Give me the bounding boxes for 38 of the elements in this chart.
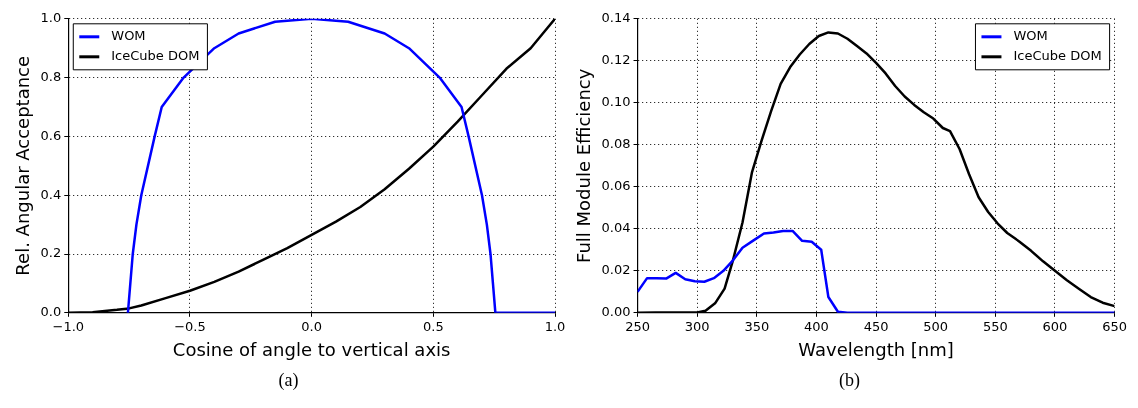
x-tick-label: 300 xyxy=(684,318,710,334)
x-tick-label: 450 xyxy=(863,318,889,334)
legend-label: IceCube DOM xyxy=(111,48,200,64)
x-tick-label: 350 xyxy=(744,318,770,334)
y-tick-label: 0.02 xyxy=(601,262,631,278)
x-tick-label: 400 xyxy=(804,318,829,334)
x-tick-label: 500 xyxy=(923,318,949,334)
x-tick-label: 1.0 xyxy=(544,318,566,334)
y-tick-label: 0.00 xyxy=(601,304,631,320)
y-axis-title: Rel. Angular Acceptance xyxy=(12,55,34,276)
legend-label: WOM xyxy=(111,28,146,44)
x-tick-label: 600 xyxy=(1042,318,1068,334)
y-tick-label: 1.0 xyxy=(40,10,62,26)
y-tick-label: 0.14 xyxy=(601,10,631,26)
x-tick-label: −1.0 xyxy=(52,318,85,334)
y-tick-label: 0.04 xyxy=(601,220,631,236)
y-tick-label: 0.4 xyxy=(40,186,62,202)
x-tick-label: 0.5 xyxy=(422,318,444,334)
y-tick-label: 0.6 xyxy=(40,127,62,143)
x-tick-label: 250 xyxy=(625,318,650,334)
y-tick-label: 0.8 xyxy=(40,68,62,84)
legend-label: IceCube DOM xyxy=(1013,48,1102,64)
y-tick-label: 0.12 xyxy=(601,52,631,68)
legend-label: WOM xyxy=(1013,28,1048,44)
y-tick-label: 0.10 xyxy=(601,94,631,110)
x-tick-label: 550 xyxy=(982,318,1008,334)
y-tick-label: 0.0 xyxy=(40,304,62,320)
y-axis-title: Full Module Efficiency xyxy=(573,68,595,263)
x-axis-title: Cosine of angle to vertical axis xyxy=(172,338,451,360)
x-tick-label: 0.0 xyxy=(301,318,322,334)
text: (a) xyxy=(278,370,299,391)
x-tick-label: −0.5 xyxy=(174,318,206,334)
y-tick-label: 0.06 xyxy=(601,178,631,194)
text: (b) xyxy=(839,370,860,391)
x-tick-label: 650 xyxy=(1102,318,1128,334)
y-tick-label: 0.08 xyxy=(601,136,631,152)
x-axis-title: Wavelength [nm] xyxy=(798,338,954,360)
y-tick-label: 0.2 xyxy=(40,245,62,261)
